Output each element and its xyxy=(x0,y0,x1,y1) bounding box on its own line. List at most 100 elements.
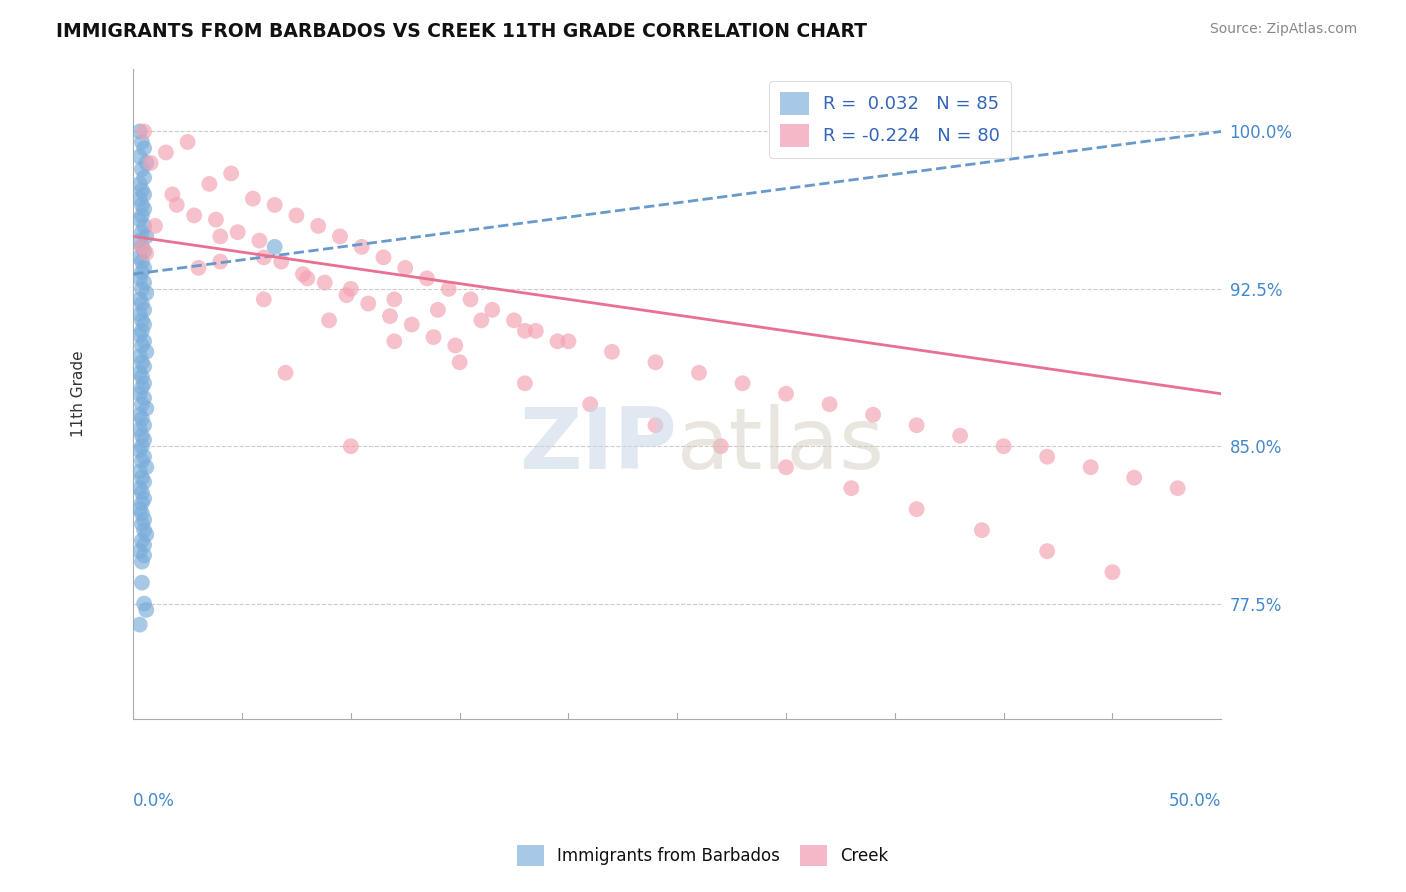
Point xyxy=(1036,450,1059,464)
Point xyxy=(131,265,153,279)
Text: Source: ZipAtlas.com: Source: ZipAtlas.com xyxy=(1209,22,1357,37)
Point xyxy=(131,575,153,590)
Point xyxy=(131,412,153,426)
Point xyxy=(270,254,292,268)
Point xyxy=(263,240,285,254)
Point xyxy=(135,156,157,170)
Point xyxy=(128,234,150,248)
Point xyxy=(176,135,198,149)
Point xyxy=(291,267,314,281)
Point xyxy=(128,192,150,206)
Point xyxy=(1101,565,1123,579)
Legend: R =  0.032   N = 85, R = -0.224   N = 80: R = 0.032 N = 85, R = -0.224 N = 80 xyxy=(769,81,1011,158)
Point xyxy=(357,296,380,310)
Point xyxy=(839,481,862,495)
Point xyxy=(132,475,155,489)
Point xyxy=(253,293,276,307)
Point xyxy=(131,198,153,212)
Point xyxy=(253,251,276,265)
Point xyxy=(297,271,319,285)
Point xyxy=(128,386,150,401)
Point xyxy=(132,124,155,138)
Point xyxy=(373,251,395,265)
Point xyxy=(131,313,153,327)
Text: ZIP: ZIP xyxy=(519,404,678,487)
Point xyxy=(209,229,232,244)
Point xyxy=(132,538,155,552)
Point xyxy=(128,251,150,265)
Point xyxy=(131,338,153,352)
Point xyxy=(131,240,153,254)
Point xyxy=(131,516,153,531)
Point xyxy=(470,313,492,327)
Point xyxy=(131,471,153,485)
Point xyxy=(340,282,363,296)
Point xyxy=(162,187,184,202)
Point xyxy=(128,328,150,343)
Point xyxy=(131,555,153,569)
Point xyxy=(249,234,271,248)
Point xyxy=(1123,471,1146,485)
Point xyxy=(600,344,623,359)
Point xyxy=(128,617,150,632)
Point xyxy=(775,386,797,401)
Point xyxy=(131,496,153,510)
Point xyxy=(426,302,449,317)
Point xyxy=(644,355,666,369)
Point xyxy=(131,225,153,239)
Point xyxy=(132,260,155,275)
Point xyxy=(862,408,884,422)
Point xyxy=(132,597,155,611)
Point xyxy=(128,544,150,558)
Point xyxy=(131,454,153,468)
Point xyxy=(131,240,153,254)
Point xyxy=(132,170,155,185)
Point xyxy=(818,397,841,411)
Point xyxy=(128,293,150,307)
Point xyxy=(132,318,155,332)
Point xyxy=(135,460,157,475)
Point xyxy=(135,527,157,541)
Point xyxy=(132,202,155,216)
Point xyxy=(1036,544,1059,558)
Point xyxy=(132,219,155,233)
Point xyxy=(993,439,1015,453)
Point xyxy=(135,229,157,244)
Point xyxy=(128,271,150,285)
Point xyxy=(132,359,155,374)
Point xyxy=(131,397,153,411)
Point xyxy=(460,293,482,307)
Point xyxy=(710,439,733,453)
Point xyxy=(135,286,157,301)
Point xyxy=(128,366,150,380)
Point xyxy=(131,296,153,310)
Point xyxy=(557,334,579,349)
Point xyxy=(135,603,157,617)
Point xyxy=(131,428,153,442)
Point xyxy=(205,212,228,227)
Point xyxy=(131,355,153,369)
Point xyxy=(394,260,416,275)
Point xyxy=(128,177,150,191)
Point xyxy=(128,422,150,436)
Point xyxy=(132,187,155,202)
Point xyxy=(128,408,150,422)
Point xyxy=(731,376,754,391)
Text: 0.0%: 0.0% xyxy=(134,792,176,811)
Point xyxy=(132,376,155,391)
Point xyxy=(131,324,153,338)
Point xyxy=(416,271,439,285)
Point xyxy=(131,162,153,177)
Point xyxy=(132,549,155,563)
Point xyxy=(132,433,155,447)
Point xyxy=(226,225,249,239)
Point xyxy=(378,309,401,323)
Point xyxy=(314,276,336,290)
Point xyxy=(135,246,157,260)
Point xyxy=(183,208,205,222)
Point xyxy=(135,401,157,416)
Text: atlas: atlas xyxy=(678,404,886,487)
Point xyxy=(131,380,153,394)
Point xyxy=(688,366,710,380)
Point xyxy=(155,145,177,160)
